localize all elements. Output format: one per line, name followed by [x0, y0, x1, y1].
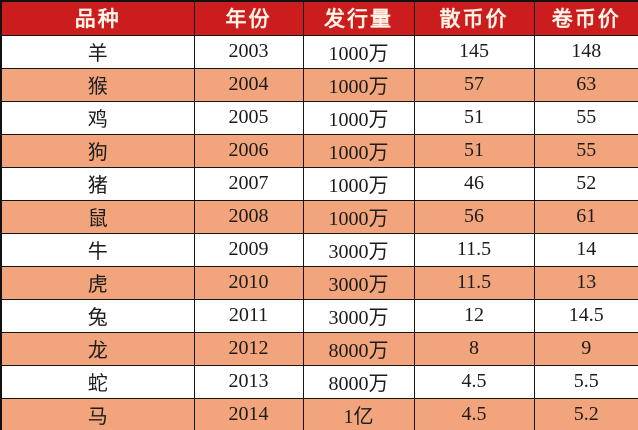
- column-header-year: 年份: [193, 0, 304, 36]
- table-row: 兔 2011 3000万 12 14.5: [0, 298, 638, 333]
- table-cell-mintage: 3000万: [302, 265, 415, 300]
- table-cell-mintage: 1000万: [302, 199, 415, 234]
- table-body: 羊 2003 1000万 145 148 猴 2004 1000万 57 63 鸡 2005 1000万…: [0, 34, 638, 430]
- table-cell-roll-coin-price: 63: [533, 67, 638, 102]
- table-cell-roll-coin-price: 9: [533, 331, 638, 366]
- table-cell-loose-coin-price: 51: [413, 133, 535, 168]
- table-cell-loose-coin-price: 145: [413, 34, 535, 69]
- table-cell-roll-coin-price: 5.5: [533, 364, 638, 399]
- table-cell-roll-coin-price: 14: [533, 232, 638, 267]
- table-row: 猴 2004 1000万 57 63: [0, 67, 638, 102]
- table-cell-mintage: 8000万: [302, 364, 415, 399]
- table-cell-year: 2006: [193, 133, 304, 168]
- table-cell-year: 2007: [193, 166, 304, 201]
- table-cell-variety: 兔: [0, 298, 195, 333]
- table-cell-year: 2008: [193, 199, 304, 234]
- table-row: 羊 2003 1000万 145 148: [0, 34, 638, 69]
- column-header-mintage: 发行量: [302, 0, 415, 36]
- table-cell-year: 2009: [193, 232, 304, 267]
- table-cell-variety: 猴: [0, 67, 195, 102]
- table-header: 品种 年份 发行量 散币价 卷币价: [0, 0, 638, 36]
- table-cell-loose-coin-price: 11.5: [413, 265, 535, 300]
- table-cell-roll-coin-price: 55: [533, 133, 638, 168]
- table-cell-roll-coin-price: 5.2: [533, 397, 638, 430]
- table-cell-year: 2013: [193, 364, 304, 399]
- table-row: 龙 2012 8000万 8 9: [0, 331, 638, 366]
- table-cell-mintage: 1亿: [302, 397, 415, 430]
- column-header-roll-coin-price: 卷币价: [533, 0, 638, 36]
- table-row: 鸡 2005 1000万 51 55: [0, 100, 638, 135]
- table-cell-roll-coin-price: 52: [533, 166, 638, 201]
- table-cell-mintage: 1000万: [302, 34, 415, 69]
- table-cell-mintage: 3000万: [302, 298, 415, 333]
- table-cell-mintage: 3000万: [302, 232, 415, 267]
- table-cell-roll-coin-price: 13: [533, 265, 638, 300]
- table-cell-year: 2005: [193, 100, 304, 135]
- table-row: 马 2014 1亿 4.5 5.2: [0, 397, 638, 430]
- table-cell-roll-coin-price: 14.5: [533, 298, 638, 333]
- table-row: 牛 2009 3000万 11.5 14: [0, 232, 638, 267]
- table-cell-variety: 龙: [0, 331, 195, 366]
- table-cell-variety: 鼠: [0, 199, 195, 234]
- table-cell-mintage: 1000万: [302, 133, 415, 168]
- table-cell-mintage: 8000万: [302, 331, 415, 366]
- table-row: 狗 2006 1000万 51 55: [0, 133, 638, 168]
- table-row: 猪 2007 1000万 46 52: [0, 166, 638, 201]
- table-row: 虎 2010 3000万 11.5 13: [0, 265, 638, 300]
- table-cell-variety: 猪: [0, 166, 195, 201]
- table-cell-loose-coin-price: 4.5: [413, 364, 535, 399]
- table-cell-year: 2004: [193, 67, 304, 102]
- table-cell-loose-coin-price: 51: [413, 100, 535, 135]
- table-cell-variety: 鸡: [0, 100, 195, 135]
- table-cell-year: 2003: [193, 34, 304, 69]
- table-cell-year: 2011: [193, 298, 304, 333]
- table-cell-loose-coin-price: 8: [413, 331, 535, 366]
- table-cell-loose-coin-price: 4.5: [413, 397, 535, 430]
- table-cell-year: 2010: [193, 265, 304, 300]
- column-header-variety: 品种: [0, 0, 195, 36]
- table-cell-loose-coin-price: 11.5: [413, 232, 535, 267]
- column-header-loose-coin-price: 散币价: [413, 0, 535, 36]
- table-row: 鼠 2008 1000万 56 61: [0, 199, 638, 234]
- table-cell-roll-coin-price: 148: [533, 34, 638, 69]
- table-cell-variety: 马: [0, 397, 195, 430]
- header-row: 品种 年份 发行量 散币价 卷币价: [0, 0, 638, 36]
- table-cell-mintage: 1000万: [302, 67, 415, 102]
- table-row: 蛇 2013 8000万 4.5 5.5: [0, 364, 638, 399]
- table-cell-loose-coin-price: 57: [413, 67, 535, 102]
- table-cell-mintage: 1000万: [302, 166, 415, 201]
- table-cell-variety: 狗: [0, 133, 195, 168]
- table-cell-variety: 牛: [0, 232, 195, 267]
- table-cell-variety: 蛇: [0, 364, 195, 399]
- table-cell-variety: 羊: [0, 34, 195, 69]
- table-cell-mintage: 1000万: [302, 100, 415, 135]
- table-cell-year: 2014: [193, 397, 304, 430]
- table-cell-loose-coin-price: 12: [413, 298, 535, 333]
- table-cell-year: 2012: [193, 331, 304, 366]
- table-cell-roll-coin-price: 61: [533, 199, 638, 234]
- table-cell-variety: 虎: [0, 265, 195, 300]
- table-cell-roll-coin-price: 55: [533, 100, 638, 135]
- table-cell-loose-coin-price: 46: [413, 166, 535, 201]
- table-cell-loose-coin-price: 56: [413, 199, 535, 234]
